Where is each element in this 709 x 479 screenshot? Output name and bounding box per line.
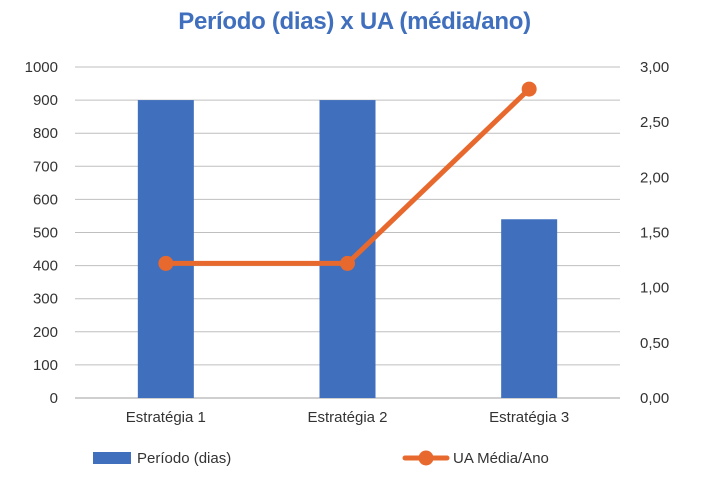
left-tick-label: 700 [33, 158, 58, 175]
right-tick-label: 2,50 [640, 114, 669, 131]
line-point [340, 255, 355, 271]
chart-title: Período (dias) x UA (média/ano) [178, 8, 531, 35]
left-tick-label: 600 [33, 191, 58, 208]
right-tick-label: 1,00 [640, 280, 669, 297]
right-tick-label: 2,00 [640, 169, 669, 186]
left-tick-label: 800 [33, 125, 58, 142]
legend-line-marker [418, 450, 434, 466]
right-tick-label: 0,50 [640, 335, 669, 352]
bar [501, 219, 558, 398]
bar [319, 100, 376, 398]
legend-label: Período (dias) [137, 450, 231, 467]
category-label: Estratégia 2 [307, 409, 387, 426]
line-point [521, 81, 537, 97]
left-tick-label: 200 [33, 324, 58, 341]
bar [137, 100, 194, 398]
right-tick-label: 3,00 [640, 59, 669, 76]
left-tick-label: 300 [33, 291, 58, 308]
left-tick-label: 900 [33, 92, 58, 109]
right-tick-label: 0,00 [640, 390, 669, 407]
legend-label: UA Média/Ano [453, 450, 549, 467]
right-tick-label: 1,50 [640, 225, 669, 242]
left-tick-label: 400 [33, 258, 58, 275]
left-tick-label: 100 [33, 357, 58, 374]
legend-bar-swatch [93, 452, 131, 464]
line-point [158, 255, 174, 271]
category-label: Estratégia 3 [489, 409, 569, 426]
left-tick-label: 0 [50, 390, 58, 407]
left-tick-label: 500 [33, 225, 58, 242]
left-tick-label: 1000 [25, 59, 58, 76]
category-label: Estratégia 1 [126, 409, 206, 426]
